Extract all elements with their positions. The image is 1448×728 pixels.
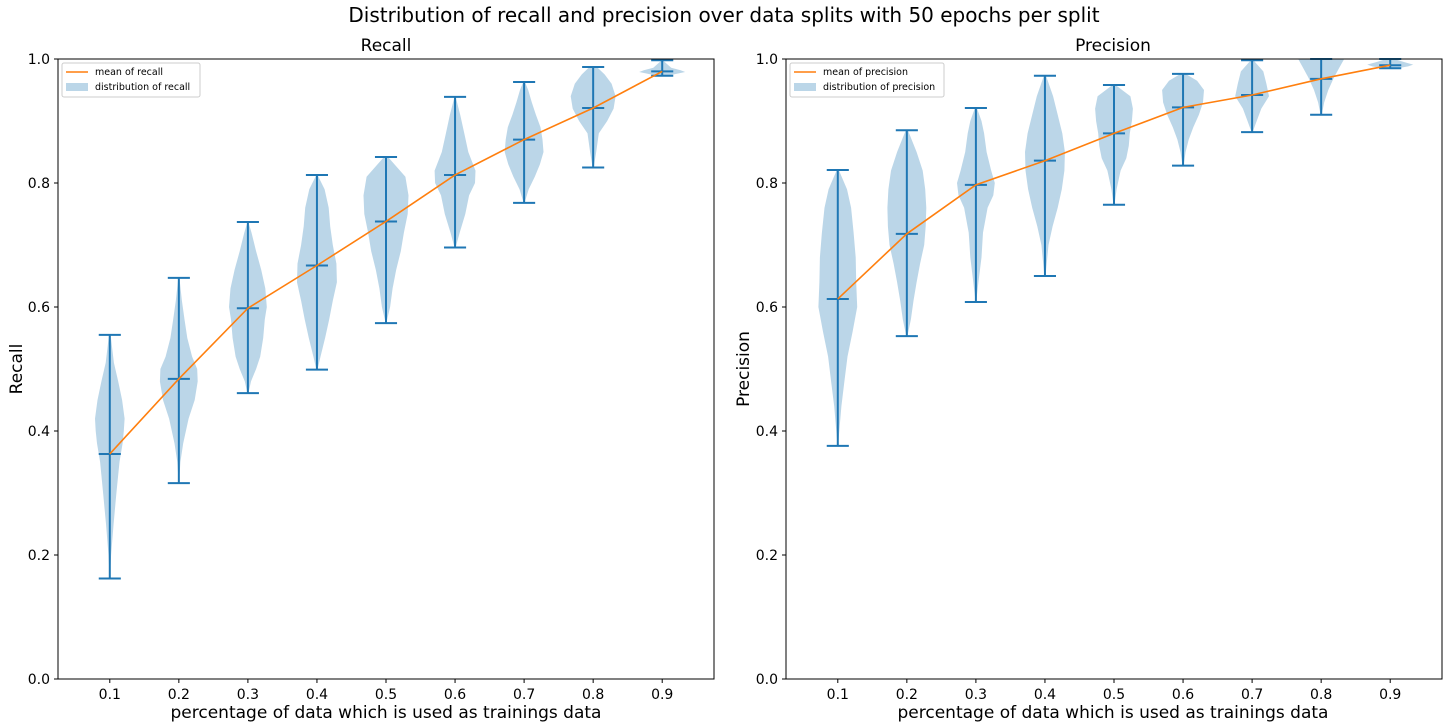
precision-violin-chart: 0.0 0.2 0.4 0.6 0.8 1.0 0.1 0.2 0.3 0.4 0.5 0.6 0.7…: [734, 36, 1443, 723]
precision-xlabel: percentage of data which is used as trai…: [898, 703, 1329, 723]
recall-xtick-label-0.2: 0.2: [168, 687, 190, 703]
recall-xtick-label-0.6: 0.6: [444, 687, 466, 703]
precision-legend-patch-label: distribution of precision: [823, 82, 935, 93]
precision-xtick-label-0.2: 0.2: [896, 687, 918, 703]
recall-xtick-label-0.1: 0.1: [99, 687, 121, 703]
recall-legend-patch-label: distribution of recall: [95, 82, 190, 93]
precision-xtick-label-0.3: 0.3: [965, 687, 987, 703]
recall-xtick-label-0.4: 0.4: [306, 687, 328, 703]
recall-xtick-label-0.7: 0.7: [513, 687, 535, 703]
precision-ylabel: Precision: [734, 331, 754, 407]
recall-axes-frame: [57, 58, 715, 680]
precision-mean-line: [837, 64, 1391, 300]
precision-xtick-label-0.8: 0.8: [1310, 687, 1332, 703]
precision-ytick-label-0.2: 0.2: [756, 548, 778, 564]
recall-ytick-label-0.8: 0.8: [28, 176, 50, 192]
precision-legend-box: [789, 62, 945, 98]
recall-xtick-label-0.5: 0.5: [375, 687, 397, 703]
recall-mean-line: [109, 70, 663, 455]
recall-xtick-label-0.9: 0.9: [651, 687, 673, 703]
recall-title: Recall: [361, 36, 412, 56]
recall-ytick-label-0.6: 0.6: [28, 300, 50, 316]
precision-legend-line-label: mean of precision: [823, 67, 908, 78]
precision-xtick-label-0.6: 0.6: [1172, 687, 1194, 703]
recall-violin-chart: 0.0 0.2 0.4 0.6 0.8 1.0 0.1 0.2 0.3 0.4 0.5 0.6 0.7…: [7, 36, 715, 723]
recall-range-bars: [98, 59, 674, 580]
precision-x-ticks: 0.1 0.2 0.3 0.4 0.5 0.6 0.7 0.8 0.9: [827, 679, 1401, 703]
recall-ytick-label-0.4: 0.4: [28, 424, 50, 440]
recall-ylabel: Recall: [7, 344, 27, 395]
precision-legend-patch-key: [794, 83, 816, 91]
recall-ytick-label-1.0: 1.0: [28, 52, 50, 68]
recall-xtick-label-0.8: 0.8: [582, 687, 604, 703]
precision-y-ticks: 0.0 0.2 0.4 0.6 0.8 1.0: [756, 52, 786, 688]
precision-xtick-label-0.1: 0.1: [827, 687, 849, 703]
precision-ytick-label-0.0: 0.0: [756, 672, 778, 688]
precision-xtick-label-0.9: 0.9: [1379, 687, 1401, 703]
recall-legend-patch-key: [66, 83, 88, 91]
recall-violins: [95, 60, 686, 579]
precision-ytick-label-0.4: 0.4: [756, 424, 778, 440]
precision-title: Precision: [1075, 36, 1151, 56]
recall-legend: mean of recall distribution of recall: [61, 62, 201, 98]
precision-legend: mean of precision distribution of precis…: [789, 62, 945, 98]
recall-ytick-label-0.2: 0.2: [28, 548, 50, 564]
recall-xtick-label-0.3: 0.3: [237, 687, 259, 703]
precision-range-bars: [826, 58, 1402, 447]
recall-legend-box: [61, 62, 201, 98]
precision-ytick-label-0.6: 0.6: [756, 300, 778, 316]
recall-legend-line-label: mean of recall: [95, 67, 163, 78]
precision-xtick-label-0.5: 0.5: [1103, 687, 1125, 703]
figure-suptitle: Distribution of recall and precision ove…: [348, 3, 1099, 27]
precision-xtick-label-0.4: 0.4: [1034, 687, 1056, 703]
recall-ytick-label-0.0: 0.0: [28, 672, 50, 688]
precision-ytick-label-1.0: 1.0: [756, 52, 778, 68]
recall-x-ticks: 0.1 0.2 0.3 0.4 0.5 0.6 0.7 0.8 0.9: [99, 679, 673, 703]
recall-xlabel: percentage of data which is used as trai…: [171, 703, 602, 723]
precision-xtick-label-0.7: 0.7: [1241, 687, 1263, 703]
recall-y-ticks: 0.0 0.2 0.4 0.6 0.8 1.0: [28, 52, 58, 688]
precision-ytick-label-0.8: 0.8: [756, 176, 778, 192]
